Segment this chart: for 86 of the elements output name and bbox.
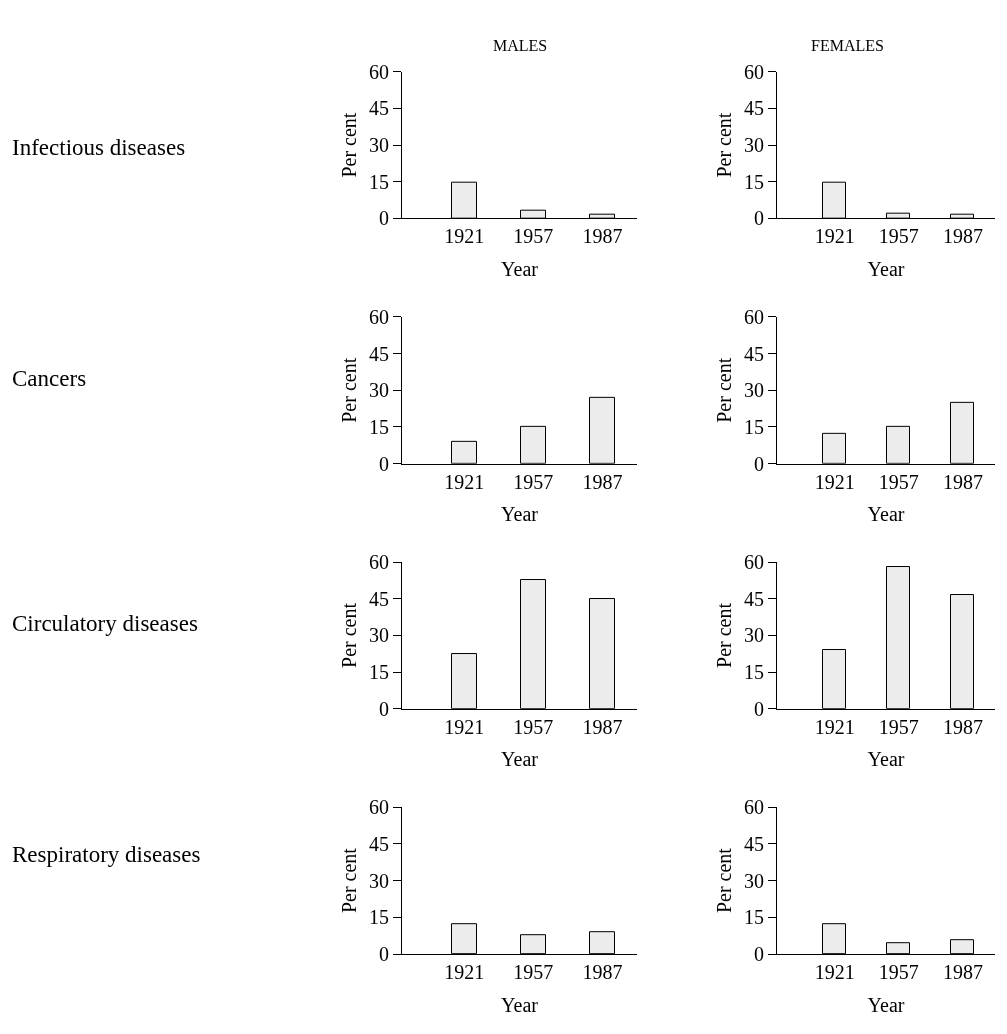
x-tick-label: 1921 <box>444 225 485 248</box>
y-tick-label: 45 <box>369 342 389 365</box>
text: Infectious diseases <box>12 135 186 160</box>
x-tick-label: 1957 <box>878 470 919 493</box>
x-tick-label: 1921 <box>814 470 855 493</box>
x-tick-label: 1987 <box>582 470 623 493</box>
x-tick-label: 1987 <box>942 470 983 493</box>
x-tick-label: 1987 <box>942 715 983 738</box>
y-tick-label: 45 <box>744 97 764 120</box>
x-tick-label: 1921 <box>814 961 855 983</box>
y-tick-label: 30 <box>369 624 389 647</box>
y-tick-label: 60 <box>369 60 389 83</box>
y-tick-label: 60 <box>369 551 389 574</box>
x-axis-title: Year <box>501 993 539 1016</box>
y-axis-title: Per cent <box>338 357 361 423</box>
y-tick-label: 60 <box>744 796 764 819</box>
y-tick-label: 30 <box>744 379 764 402</box>
x-axis-title: Year <box>501 257 539 280</box>
x-tick-label: 1921 <box>814 225 855 248</box>
x-axis-title: Year <box>867 748 905 771</box>
x-axis-title: Year <box>501 503 539 526</box>
y-tick-label: 45 <box>744 587 764 610</box>
y-tick-label: 0 <box>379 207 389 230</box>
y-tick-label: 15 <box>744 415 764 438</box>
y-tick-label: 45 <box>369 587 389 610</box>
x-axis-title: Year <box>867 993 905 1016</box>
y-tick-label: 15 <box>369 415 389 438</box>
text: Cancers <box>12 366 87 391</box>
x-tick-label: 1987 <box>942 961 983 983</box>
y-axis-title: Per cent <box>338 602 361 668</box>
y-tick-label: 15 <box>369 661 389 684</box>
y-tick-label: 30 <box>744 869 764 892</box>
x-tick-label: 1987 <box>582 715 623 738</box>
y-tick-label: 0 <box>754 452 764 475</box>
y-axis-title: Per cent <box>338 112 361 178</box>
x-tick-label: 1921 <box>444 961 485 983</box>
x-tick-label: 1957 <box>878 225 919 248</box>
y-tick-label: 0 <box>754 943 764 965</box>
y-tick-label: 45 <box>744 832 764 855</box>
y-tick-label: 15 <box>744 661 764 684</box>
x-tick-label: 1921 <box>444 715 485 738</box>
y-tick-label: 0 <box>754 207 764 230</box>
y-axis-title: Per cent <box>713 847 736 914</box>
y-tick-label: 30 <box>369 379 389 402</box>
y-tick-label: 45 <box>744 342 764 365</box>
x-tick-label: 1957 <box>878 961 919 983</box>
x-tick-label: 1987 <box>582 961 623 983</box>
x-tick-label: 1987 <box>582 225 623 248</box>
y-tick-label: 30 <box>369 869 389 892</box>
x-axis-title: Year <box>867 257 905 280</box>
y-tick-label: 45 <box>369 832 389 855</box>
y-tick-label: 60 <box>369 796 389 819</box>
y-tick-label: 15 <box>369 170 389 193</box>
y-tick-label: 0 <box>379 452 389 475</box>
chart-title: FEMALES <box>811 37 884 54</box>
y-tick-label: 60 <box>744 551 764 574</box>
y-axis-title: Per cent <box>713 602 736 668</box>
y-tick-label: 15 <box>369 906 389 929</box>
y-tick-label: 30 <box>744 134 764 157</box>
x-axis-title: Year <box>867 503 905 526</box>
y-tick-label: 0 <box>379 697 389 720</box>
x-tick-label: 1957 <box>878 715 919 738</box>
x-tick-label: 1957 <box>513 225 554 248</box>
y-tick-label: 30 <box>744 624 764 647</box>
y-tick-label: 30 <box>369 134 389 157</box>
y-tick-label: 60 <box>369 305 389 328</box>
y-axis-title: Per cent <box>713 112 736 178</box>
x-axis-title: Year <box>501 748 539 771</box>
x-tick-label: 1957 <box>513 961 554 983</box>
y-tick-label: 0 <box>754 697 764 720</box>
y-tick-label: 0 <box>379 943 389 965</box>
y-tick-label: 15 <box>744 170 764 193</box>
text: Respiratory diseases <box>12 842 201 867</box>
y-tick-label: 60 <box>744 60 764 83</box>
y-axis-title: Per cent <box>713 357 736 423</box>
x-tick-label: 1957 <box>513 715 554 738</box>
x-tick-label: 1987 <box>942 225 983 248</box>
chart-title: MALES <box>493 37 548 54</box>
y-axis-title: Per cent <box>338 847 361 914</box>
x-tick-label: 1921 <box>444 470 485 493</box>
y-tick-label: 45 <box>369 97 389 120</box>
x-tick-label: 1921 <box>814 715 855 738</box>
y-tick-label: 60 <box>744 305 764 328</box>
x-tick-label: 1957 <box>513 470 554 493</box>
y-tick-label: 15 <box>744 906 764 929</box>
text: Circulatory diseases <box>12 611 198 636</box>
